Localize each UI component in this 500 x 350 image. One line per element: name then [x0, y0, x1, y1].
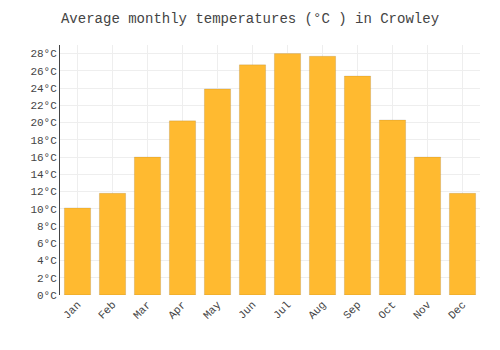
svg-text:Apr: Apr: [166, 299, 188, 321]
svg-text:Mar: Mar: [131, 299, 153, 321]
svg-text:22°C: 22°C: [30, 100, 57, 112]
svg-text:May: May: [201, 299, 224, 322]
svg-text:10°C: 10°C: [30, 204, 57, 216]
svg-text:20°C: 20°C: [30, 117, 57, 129]
svg-text:6°C: 6°C: [37, 238, 57, 250]
svg-text:4°C: 4°C: [37, 255, 57, 267]
svg-text:2°C: 2°C: [37, 273, 57, 285]
svg-text:0°C: 0°C: [37, 290, 57, 302]
svg-text:12°C: 12°C: [30, 186, 57, 198]
svg-text:Nov: Nov: [411, 299, 434, 322]
svg-text:Jan: Jan: [61, 299, 83, 321]
svg-text:28°C: 28°C: [30, 48, 57, 60]
svg-text:Average monthly temperatures (: Average monthly temperatures (°C ) in Cr…: [61, 11, 439, 27]
svg-text:Sep: Sep: [341, 299, 363, 321]
svg-text:24°C: 24°C: [30, 83, 57, 95]
svg-text:Feb: Feb: [96, 299, 118, 321]
svg-text:16°C: 16°C: [30, 152, 57, 164]
svg-text:14°C: 14°C: [30, 169, 57, 181]
svg-text:Jun: Jun: [236, 299, 258, 321]
svg-text:8°C: 8°C: [37, 221, 57, 233]
svg-text:Jul: Jul: [271, 299, 293, 321]
svg-text:18°C: 18°C: [30, 135, 57, 147]
svg-text:26°C: 26°C: [30, 66, 57, 78]
svg-text:Aug: Aug: [306, 299, 328, 321]
svg-text:Dec: Dec: [446, 299, 468, 321]
svg-text:Oct: Oct: [376, 299, 398, 321]
